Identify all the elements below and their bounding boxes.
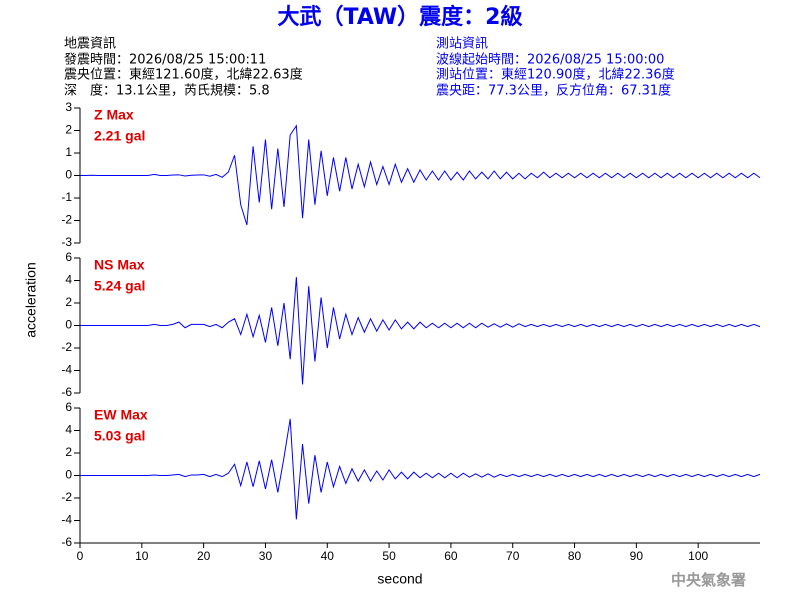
max-name: EW Max [94,407,148,423]
max-name: Z Max [94,107,134,123]
info-right: 測站資訊 [436,37,488,52]
x-tick-label: 0 [77,549,84,563]
x-tick-label: 60 [444,549,458,563]
y-tick-label: 2 [65,295,72,309]
x-tick-label: 30 [259,549,273,563]
y-tick-label: -1 [61,190,72,204]
y-tick-label: 6 [65,400,72,414]
x-tick-label: 40 [321,549,335,563]
y-tick-label: -4 [61,363,72,377]
waveform [80,124,761,226]
info-right: 測站位置：東經120.90度，北緯22.36度 [436,67,675,83]
max-label: 5.24 gal [94,278,145,294]
y-tick-label: 0 [65,318,72,332]
x-tick-label: 20 [197,549,211,563]
y-tick-label: -6 [61,385,72,399]
footer: 中央氣象署 [671,571,746,589]
y-tick-label: -2 [61,490,72,504]
chart-title: 大武（TAW）震度：2級 [278,4,523,30]
x-axis-label: second [377,571,422,587]
info-right: 波線起始時間：2026/08/25 15:00:00 [436,52,664,68]
waveform [80,418,761,520]
y-tick-label: 4 [65,423,72,437]
x-tick-label: 70 [506,549,520,563]
y-tick-label: 0 [65,168,72,182]
info-left: 發震時間：2026/08/25 15:00:11 [64,53,266,68]
x-tick-label: 10 [135,549,149,563]
y-tick-label: -2 [61,340,72,354]
info-left: 地震資訊 [64,37,116,52]
info-left: 震央位置：東經121.60度，北緯22.63度 [64,67,303,83]
y-tick-label: -3 [61,235,72,249]
y-tick-label: 0 [65,468,72,482]
x-tick-label: 50 [382,549,396,563]
y-tick-label: 2 [65,445,72,459]
x-tick-label: 80 [568,549,582,563]
y-tick-label: 6 [65,250,72,264]
y-axis-label: acceleration [23,262,39,338]
waveform [80,277,761,385]
x-tick-label: 100 [688,549,708,563]
y-tick-label: -2 [61,213,72,227]
max-name: NS Max [94,257,145,273]
y-tick-label: 2 [65,123,72,137]
y-tick-label: 4 [65,273,72,287]
y-tick-label: -6 [61,535,72,549]
y-tick-label: 1 [65,145,72,159]
info-right: 震央距：77.3公里，反方位角：67.31度 [436,83,671,99]
y-tick-label: 3 [65,100,72,114]
info-left: 深 度：13.1公里，芮氏規模：5.8 [64,83,270,99]
x-tick-label: 90 [630,549,644,563]
max-label: 5.03 gal [94,428,145,444]
max-label: 2.21 gal [94,128,145,144]
y-tick-label: -4 [61,513,72,527]
